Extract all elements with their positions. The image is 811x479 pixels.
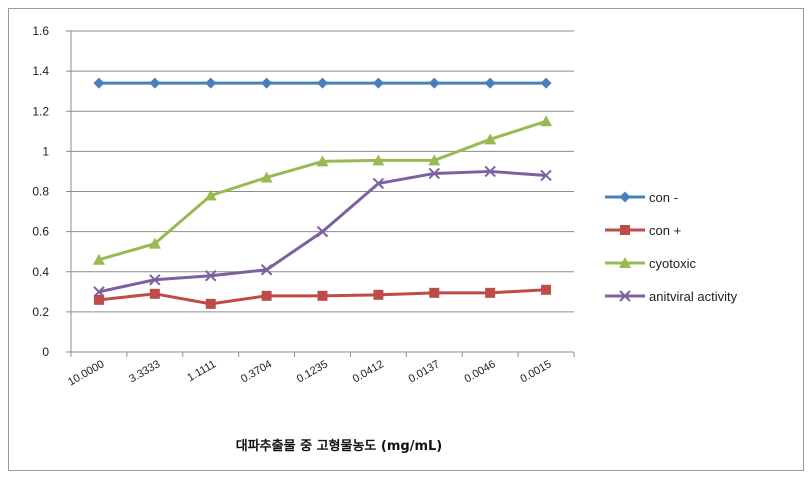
series-anitviral-activity: [93, 165, 552, 298]
x-tick-label: 0.1235: [295, 358, 330, 385]
data-point: [428, 154, 441, 166]
data-point: [204, 189, 217, 201]
x-tick-labels: 10.0000 3.3333 1.1111 0.3704 0.1235 0.0412 0.0…: [66, 358, 554, 388]
legend-swatch-marker: [619, 290, 631, 302]
data-point: [260, 171, 273, 183]
data-point: [429, 287, 440, 298]
y-tick-label: 0.2: [32, 305, 49, 319]
marker-stroke: [540, 169, 552, 182]
series-con: [93, 77, 552, 89]
series-layer: [92, 77, 553, 309]
data-point: [316, 225, 329, 238]
legend-label: anitviral activity: [649, 289, 738, 304]
x-tick-label: 0.0137: [407, 358, 442, 385]
y-tick-label: 1.4: [32, 64, 49, 78]
marker-stroke: [428, 167, 440, 180]
marker-stroke: [260, 264, 273, 276]
y-tick-label: 1.6: [32, 24, 49, 38]
data-point: [93, 294, 104, 305]
data-point: [428, 167, 440, 180]
series-cyotoxic: [92, 115, 553, 265]
data-point: [317, 290, 328, 301]
data-point: [148, 237, 161, 249]
data-point: [92, 253, 105, 265]
y-tick-label: 0.8: [32, 185, 49, 199]
x-axis-title: 대파추출물 중 고형물농도 (mg/mL): [236, 438, 442, 454]
legend-entry: con -: [605, 190, 678, 205]
marker-stroke: [619, 290, 631, 302]
data-point: [540, 115, 553, 127]
x-tick-label: 0.0412: [351, 358, 386, 385]
data-point: [372, 177, 385, 190]
y-tick-label: 0: [42, 345, 49, 359]
marker-stroke: [316, 225, 329, 238]
data-point: [372, 154, 385, 166]
data-point: [317, 77, 328, 89]
data-point: [484, 133, 497, 145]
x-tick-label: 10.0000: [66, 358, 106, 388]
x-tick-label: 0.0046: [463, 358, 498, 385]
data-point: [93, 77, 105, 89]
y-tick-labels: 0 0.2 0.4 0.6 0.8 1 1.2 1.4 1.6: [32, 24, 49, 359]
x-tick-label: 1.1111: [185, 358, 218, 384]
data-point: [93, 286, 105, 298]
data-point: [205, 77, 217, 89]
data-point: [149, 274, 161, 286]
series-line: [98, 119, 547, 262]
x-tick-label: 3.3333: [127, 358, 162, 385]
y-tick-label: 0.4: [32, 265, 49, 279]
legend: con - con + cyotoxic anitviral activity: [605, 190, 738, 304]
data-point: [260, 264, 273, 276]
legend-label: cyotoxic: [649, 256, 696, 271]
data-point: [485, 287, 496, 298]
axes: [66, 30, 575, 357]
series-con: [93, 284, 552, 309]
y-tick-label: 0.6: [32, 225, 49, 239]
chart-frame: 0 0.2 0.4 0.6 0.8 1 1.2 1.4 1.6 10.0000 3.3333 1.1…: [8, 8, 804, 471]
data-point: [484, 165, 496, 178]
legend-entry: anitviral activity: [605, 289, 738, 304]
data-point: [149, 288, 160, 299]
legend-entry: cyotoxic: [605, 256, 696, 271]
legend-label: con -: [649, 190, 678, 205]
data-point: [541, 284, 552, 295]
line-chart: 0 0.2 0.4 0.6 0.8 1 1.2 1.4 1.6 10.0000 3.3333 1.1…: [32, 24, 738, 454]
legend-swatch-marker: [620, 225, 630, 235]
marker-stroke: [93, 286, 105, 298]
data-point: [540, 77, 552, 89]
data-point: [261, 77, 273, 89]
data-point: [372, 77, 384, 89]
marker-stroke: [372, 177, 385, 190]
marker-stroke: [149, 274, 161, 286]
data-point: [484, 77, 496, 89]
legend-swatch-marker: [619, 257, 631, 268]
data-point: [261, 290, 272, 301]
legend-swatch-marker: [619, 191, 631, 203]
marker-stroke: [484, 165, 496, 178]
data-point: [373, 289, 384, 300]
data-point: [428, 77, 440, 89]
data-point: [149, 77, 161, 89]
y-tick-label: 1: [42, 144, 49, 158]
legend-label: con +: [649, 223, 681, 238]
legend-entry: con +: [605, 223, 681, 238]
x-tick-label: 0.3704: [239, 358, 274, 385]
marker-stroke: [205, 270, 217, 282]
data-point: [540, 169, 552, 182]
data-point: [316, 155, 329, 167]
x-tick-label: 0.0015: [518, 358, 553, 385]
data-point: [205, 298, 216, 309]
data-point: [205, 270, 217, 282]
y-tick-label: 1.2: [32, 104, 49, 118]
